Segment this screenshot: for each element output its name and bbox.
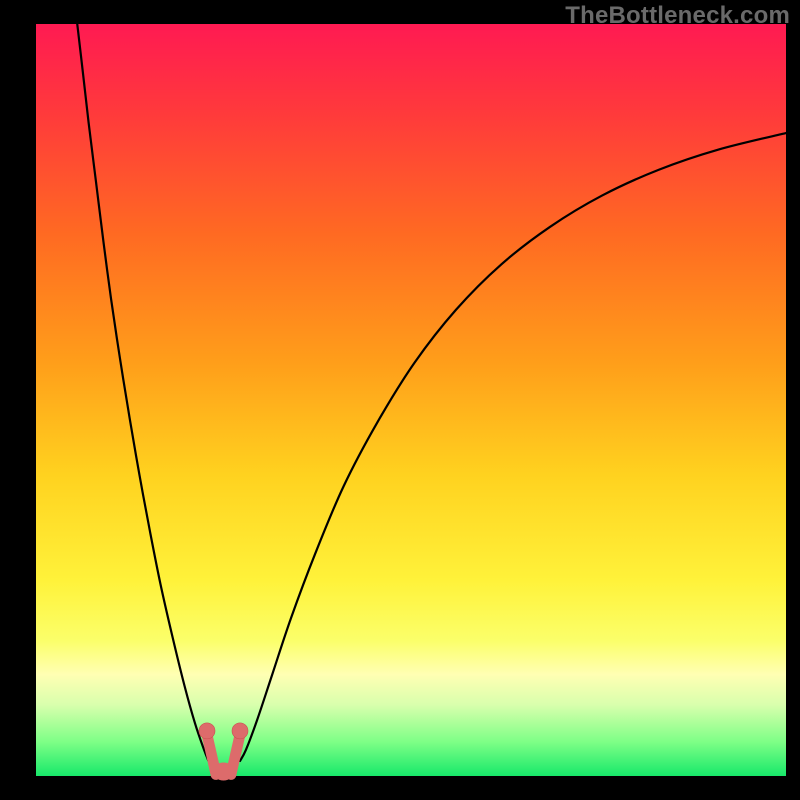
watermark-label: TheBottleneck.com xyxy=(565,2,790,30)
marker-dot-right xyxy=(232,723,248,739)
marker-group xyxy=(199,723,248,781)
curves-svg xyxy=(36,24,786,776)
curve-group xyxy=(77,24,786,761)
marker-dot-left xyxy=(199,723,215,739)
figure-outer: TheBottleneck.com xyxy=(0,0,800,800)
marker-bottom-arc xyxy=(213,762,234,780)
plot-area xyxy=(36,24,786,776)
curve-right_branch xyxy=(240,133,786,761)
curve-left_branch xyxy=(77,24,208,761)
